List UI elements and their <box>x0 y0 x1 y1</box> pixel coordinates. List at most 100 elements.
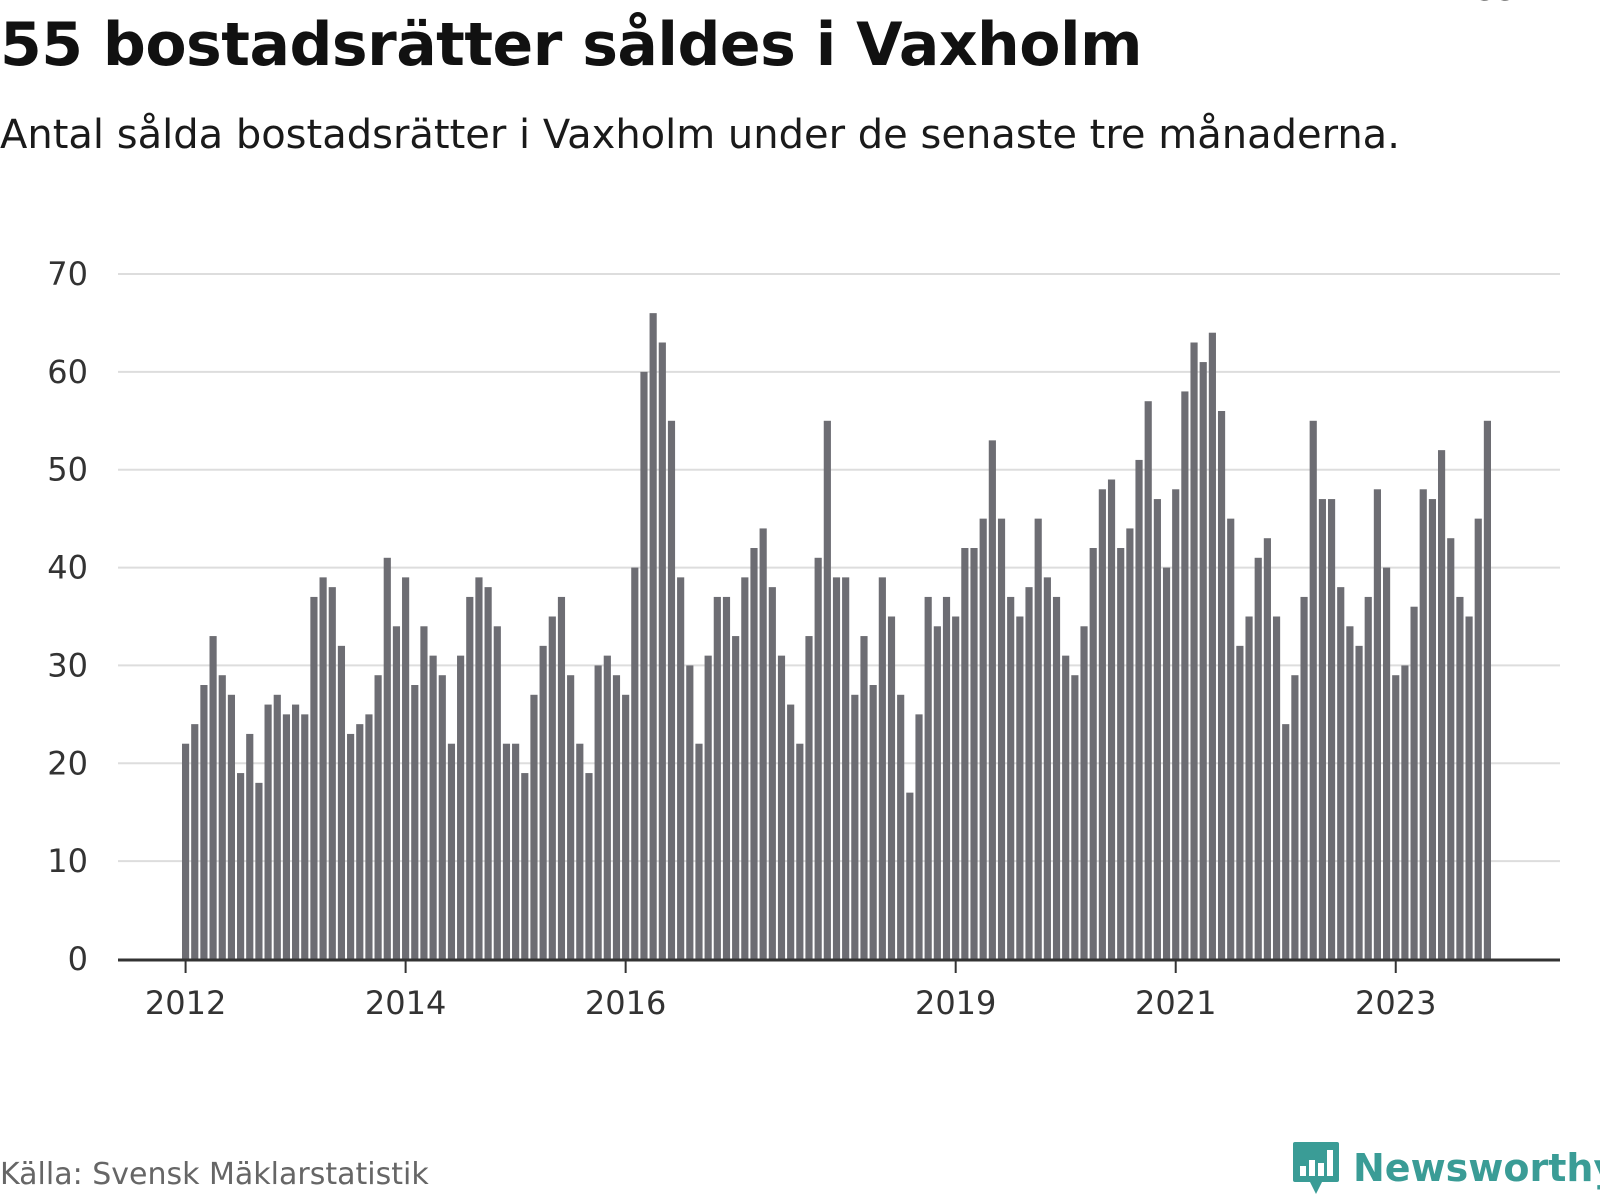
bar <box>612 675 621 959</box>
x-axis-ticks: 2012 2014 2016 2019 2021 2023 <box>145 960 1436 1022</box>
bar <box>209 636 217 959</box>
bar <box>1062 655 1070 959</box>
bar <box>1227 518 1235 959</box>
bar <box>1474 518 1482 959</box>
bar <box>218 675 226 959</box>
bar <box>1199 362 1207 959</box>
x-tick-label: 2012 <box>145 984 226 1022</box>
bar <box>933 626 941 959</box>
bar <box>402 577 410 959</box>
bar <box>1126 528 1134 959</box>
y-tick-label: 30 <box>47 646 88 684</box>
bar <box>997 518 1006 959</box>
bar <box>200 685 208 959</box>
bar <box>567 675 575 959</box>
bar <box>878 577 886 959</box>
bar <box>750 548 758 959</box>
bar <box>246 733 254 959</box>
bar <box>1071 675 1079 959</box>
y-tick-label: 20 <box>47 744 88 782</box>
bar <box>1117 548 1125 959</box>
bar <box>1089 548 1097 959</box>
bar <box>466 596 474 959</box>
bar <box>952 616 960 959</box>
bar <box>1364 596 1372 959</box>
bar <box>1181 391 1189 959</box>
bar <box>1153 499 1161 959</box>
bar <box>264 704 272 959</box>
bar <box>191 724 199 959</box>
bar <box>319 577 327 959</box>
bar <box>282 714 291 959</box>
y-tick-label: 70 <box>47 255 88 293</box>
bar <box>667 420 676 959</box>
annotations: 55 <box>1476 0 1517 8</box>
bar <box>347 733 355 959</box>
bar <box>1309 420 1317 959</box>
bar <box>677 577 685 959</box>
bar <box>887 616 896 959</box>
bar <box>814 557 822 959</box>
bar <box>585 773 593 959</box>
bar <box>484 587 492 959</box>
bar <box>768 587 776 959</box>
bar <box>1373 489 1381 959</box>
bar <box>649 313 657 959</box>
bar <box>548 616 556 959</box>
bar <box>1272 616 1281 959</box>
source-note: Källa: Svensk Mäklarstatistik <box>0 1157 429 1192</box>
bar <box>869 685 877 959</box>
bar <box>1419 489 1427 959</box>
bar <box>631 567 639 959</box>
bar <box>337 645 346 959</box>
bar <box>557 596 566 959</box>
bar <box>1447 538 1455 959</box>
chart-subtitle: Antal sålda bostadsrätter i Vaxholm unde… <box>0 112 1400 158</box>
bar <box>842 577 850 959</box>
bar <box>832 577 841 959</box>
bar <box>1043 577 1051 959</box>
bar <box>447 743 456 959</box>
bar <box>1410 606 1418 959</box>
bar <box>897 694 905 959</box>
bar <box>1208 332 1216 960</box>
bar <box>713 596 721 959</box>
bar <box>759 528 767 959</box>
bar <box>237 773 245 959</box>
bar <box>722 596 731 959</box>
bar <box>301 714 309 959</box>
bar <box>686 665 694 959</box>
bar <box>823 420 831 959</box>
bar <box>1263 538 1271 959</box>
bar <box>979 518 987 959</box>
bar <box>1282 724 1290 959</box>
bar <box>1007 596 1015 959</box>
bar <box>970 548 978 959</box>
bar <box>603 655 611 959</box>
bar <box>374 675 382 959</box>
x-tick-label: 2019 <box>915 984 996 1022</box>
x-tick-label: 2014 <box>365 984 446 1022</box>
bar <box>942 596 951 959</box>
chart-title: 55 bostadsrätter såldes i Vaxholm <box>0 10 1143 80</box>
bar <box>1172 489 1180 959</box>
bar <box>805 636 813 959</box>
bar <box>915 714 923 959</box>
bar <box>1217 411 1226 959</box>
y-tick-label: 10 <box>47 842 88 880</box>
bar <box>988 440 996 959</box>
bar <box>457 655 465 959</box>
bar <box>438 675 446 959</box>
y-tick-label: 0 <box>68 940 88 978</box>
bar <box>1135 459 1143 959</box>
bar <box>777 655 786 959</box>
bar <box>1483 420 1491 959</box>
bar-chart-chat-icon <box>1293 1142 1339 1194</box>
bar <box>273 694 281 959</box>
bar <box>1107 479 1116 959</box>
bar <box>1401 665 1409 959</box>
bar <box>622 694 630 959</box>
bar <box>1052 596 1061 959</box>
bar <box>704 655 712 959</box>
bar <box>310 596 318 959</box>
